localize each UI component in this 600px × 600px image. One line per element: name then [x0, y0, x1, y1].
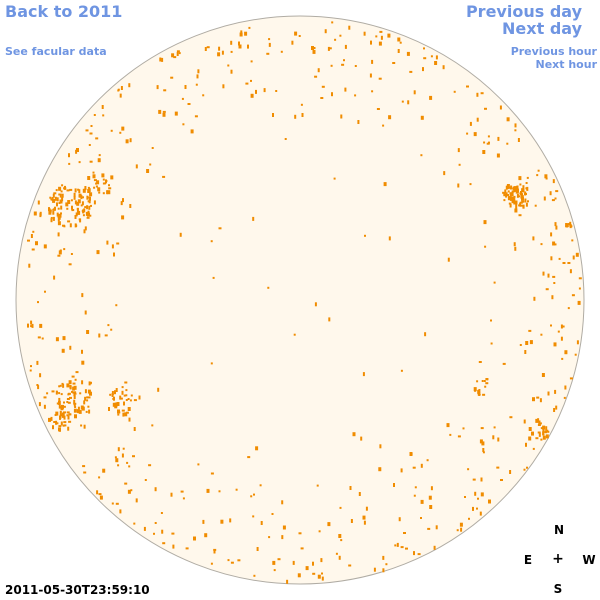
compass-east-label: E	[523, 553, 533, 567]
previous-hour-link[interactable]: Previous hour	[510, 45, 597, 58]
observation-timestamp: 2011-05-30T23:59:10	[5, 583, 150, 597]
compass-west-label: W	[582, 553, 596, 567]
next-day-link[interactable]: Next day	[502, 19, 582, 38]
see-facular-data-link[interactable]: See facular data	[5, 45, 107, 58]
back-to-year-link[interactable]: Back to 2011	[5, 2, 123, 21]
sun-disk	[15, 15, 585, 585]
previous-day-link[interactable]: Previous day	[465, 2, 582, 21]
compass-south-label: S	[553, 582, 563, 596]
compass-center-icon: +	[552, 551, 564, 567]
compass-north-label: N	[553, 523, 565, 537]
facula-regions	[27, 21, 582, 584]
next-hour-link[interactable]: Next hour	[535, 58, 598, 71]
